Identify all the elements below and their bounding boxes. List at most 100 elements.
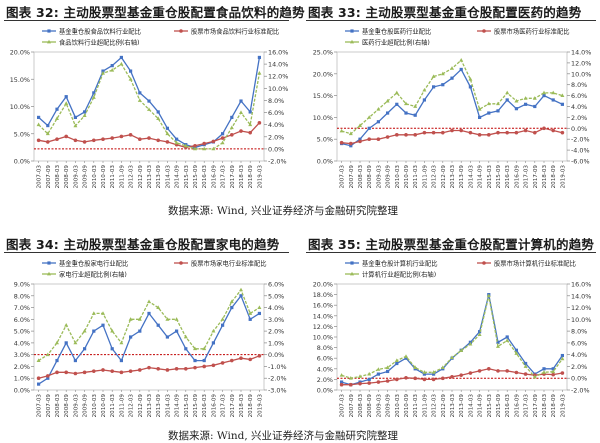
point-over <box>183 143 188 148</box>
point-fund <box>468 85 472 89</box>
point-over <box>367 115 372 119</box>
x-tick-label: 2012-03 <box>129 165 135 189</box>
point-fund <box>64 95 68 99</box>
point-market <box>36 376 41 381</box>
x-tick-label: 2007-09 <box>349 165 355 189</box>
point-over <box>376 367 381 371</box>
x-tick-label: 2015-09 <box>193 394 199 418</box>
point-fund <box>386 111 390 115</box>
x-tick-label: 2017-03 <box>524 165 530 189</box>
point-market <box>367 381 371 385</box>
point-over <box>101 311 105 315</box>
y2-tick-label: 6.0% <box>571 92 587 100</box>
point-fund <box>358 137 362 141</box>
point-fund <box>46 376 50 380</box>
x-tick-label: 2009-03 <box>376 394 382 418</box>
x-tick-label: 2013-03 <box>147 165 153 189</box>
legend-label: 基金重仓股医药行业配比 <box>362 26 431 35</box>
title-rule-35 <box>306 252 596 253</box>
point-fund <box>221 132 225 136</box>
point-fund <box>349 144 353 148</box>
plot-frame <box>33 51 265 162</box>
point-market <box>459 128 463 133</box>
x-tick-label: 2019-03 <box>560 165 566 189</box>
x-tick-label: 2007-09 <box>349 394 355 418</box>
x-tick-label: 2011-03 <box>110 394 116 418</box>
y2-tick-label: -6.0% <box>571 158 590 166</box>
point-fund <box>165 335 169 339</box>
point-over <box>367 371 372 376</box>
point-market <box>82 140 87 144</box>
point-market <box>376 380 381 384</box>
x-tick-label: 2013-09 <box>459 165 465 189</box>
point-fund <box>129 335 133 339</box>
x-tick-label: 2017-03 <box>221 165 227 189</box>
x-tick-label: 2015-03 <box>487 165 493 189</box>
title-rule-32 <box>4 20 289 21</box>
chart-title-33: 图表 33: 主动股票型基金重仓股配置医药的趋势 <box>308 5 582 20</box>
point-over <box>413 104 418 108</box>
point-market <box>385 379 390 383</box>
point-market <box>358 381 362 386</box>
point-over <box>45 131 50 136</box>
x-tick-label: 2011-09 <box>119 165 125 189</box>
y-tick-label: 8.0% <box>317 344 333 352</box>
x-tick-label: 2012-03 <box>129 394 135 418</box>
point-fund <box>376 372 380 376</box>
y-tick-label: 3.0% <box>14 351 30 359</box>
legend-marker <box>350 261 354 265</box>
point-market <box>523 372 528 376</box>
point-over <box>542 90 546 95</box>
point-fund <box>165 126 169 130</box>
point-fund <box>175 329 179 333</box>
point-market <box>73 138 78 143</box>
point-market <box>533 130 537 135</box>
y-tick-label: 2.0% <box>14 363 30 371</box>
y2-tick-label: 4.0% <box>268 121 284 129</box>
point-fund <box>340 380 344 384</box>
point-fund <box>257 55 261 60</box>
point-over <box>183 334 188 339</box>
point-over <box>36 358 41 362</box>
x-tick-label: 2011-03 <box>110 165 116 189</box>
x-tick-label: 2015-09 <box>496 165 502 189</box>
point-fund <box>119 358 123 363</box>
x-tick-label: 2010-09 <box>404 165 410 189</box>
legend-marker <box>47 271 51 276</box>
x-tick-label: 2016-09 <box>211 165 217 189</box>
point-over <box>496 344 500 348</box>
point-over <box>551 90 556 95</box>
point-over <box>358 123 362 127</box>
y2-tick-label: -3.0% <box>268 387 287 395</box>
y-tick-label: 15.0% <box>10 76 30 84</box>
y2-tick-label: 2.0% <box>268 133 284 141</box>
x-tick-label: 2014-03 <box>468 394 474 418</box>
point-market <box>339 140 344 145</box>
point-market <box>165 368 170 372</box>
point-over <box>220 140 225 145</box>
point-market <box>376 137 381 141</box>
point-over <box>110 328 115 333</box>
point-fund <box>101 323 105 327</box>
y-tick-label: 20.0% <box>10 49 30 57</box>
x-tick-label: 2007-03 <box>37 394 43 418</box>
point-market <box>505 130 509 135</box>
point-fund <box>432 372 436 376</box>
x-tick-label: 2011-03 <box>413 165 419 189</box>
legend-marker <box>179 29 183 33</box>
x-tick-label: 2018-09 <box>248 165 254 189</box>
point-market <box>468 371 473 375</box>
x-tick-label: 2008-09 <box>367 165 373 189</box>
x-tick-label: 2014-09 <box>175 165 181 189</box>
y2-tick-label: 0.0% <box>268 351 284 359</box>
x-tick-label: 2007-03 <box>340 394 346 418</box>
point-market <box>257 354 262 358</box>
x-tick-label: 2017-09 <box>230 394 236 418</box>
point-market <box>560 130 565 135</box>
y2-tick-label: -4.0% <box>571 147 590 155</box>
point-over <box>560 356 565 361</box>
y-tick-label: 20.0% <box>313 281 333 289</box>
point-market <box>156 367 160 371</box>
point-over <box>542 370 546 374</box>
